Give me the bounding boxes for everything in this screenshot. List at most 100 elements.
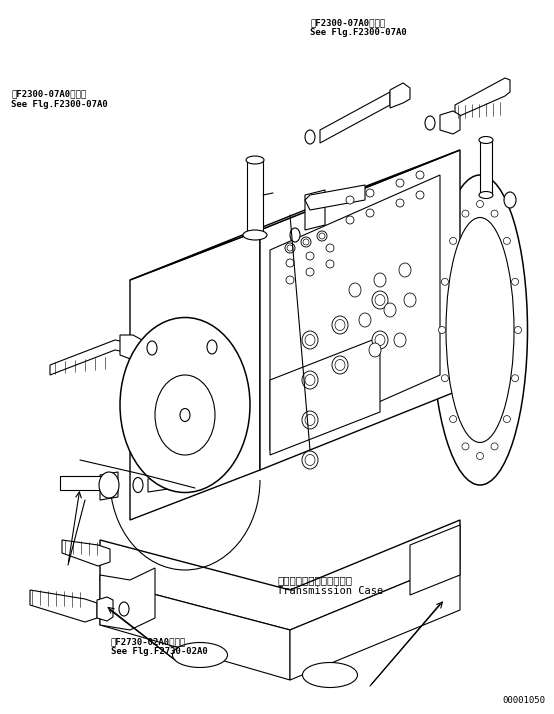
Ellipse shape xyxy=(305,130,315,144)
Polygon shape xyxy=(100,568,155,630)
Polygon shape xyxy=(290,560,460,680)
Ellipse shape xyxy=(346,196,354,204)
Ellipse shape xyxy=(439,326,445,333)
Ellipse shape xyxy=(396,179,404,187)
Polygon shape xyxy=(270,337,380,455)
Ellipse shape xyxy=(305,375,315,386)
Ellipse shape xyxy=(416,171,424,179)
Ellipse shape xyxy=(305,415,315,426)
Ellipse shape xyxy=(207,340,217,354)
Ellipse shape xyxy=(446,218,514,443)
Ellipse shape xyxy=(491,210,498,217)
Ellipse shape xyxy=(346,216,354,224)
Text: 00001050: 00001050 xyxy=(502,696,546,705)
Text: 第F2300-07A0図参照
See Flg.F2300-07A0: 第F2300-07A0図参照 See Flg.F2300-07A0 xyxy=(310,18,407,37)
Ellipse shape xyxy=(302,663,357,688)
Text: 第F2300-07A0図参照
See Flg.F2300-07A0: 第F2300-07A0図参照 See Flg.F2300-07A0 xyxy=(11,89,108,109)
Polygon shape xyxy=(260,150,460,470)
Polygon shape xyxy=(97,597,113,621)
Ellipse shape xyxy=(515,326,521,333)
Ellipse shape xyxy=(462,443,469,450)
Polygon shape xyxy=(100,472,118,500)
Polygon shape xyxy=(148,475,175,492)
Polygon shape xyxy=(30,590,97,622)
Ellipse shape xyxy=(479,136,493,144)
Ellipse shape xyxy=(359,313,371,327)
Ellipse shape xyxy=(305,334,315,346)
Polygon shape xyxy=(100,520,460,630)
Ellipse shape xyxy=(99,472,119,498)
Ellipse shape xyxy=(372,331,388,349)
Polygon shape xyxy=(305,190,325,230)
Ellipse shape xyxy=(462,210,469,217)
Ellipse shape xyxy=(319,233,325,239)
Polygon shape xyxy=(195,339,203,354)
Ellipse shape xyxy=(332,316,348,334)
Ellipse shape xyxy=(155,375,215,455)
Polygon shape xyxy=(410,525,460,595)
Ellipse shape xyxy=(302,411,318,429)
Ellipse shape xyxy=(369,343,381,357)
Ellipse shape xyxy=(504,192,516,208)
Polygon shape xyxy=(455,78,510,118)
Ellipse shape xyxy=(476,453,484,460)
Ellipse shape xyxy=(504,416,510,423)
Ellipse shape xyxy=(450,237,456,244)
Ellipse shape xyxy=(375,294,385,306)
Ellipse shape xyxy=(479,191,493,198)
Polygon shape xyxy=(160,334,195,360)
Ellipse shape xyxy=(366,189,374,197)
Polygon shape xyxy=(50,340,125,375)
Ellipse shape xyxy=(442,375,448,382)
Ellipse shape xyxy=(425,116,435,130)
Polygon shape xyxy=(440,111,460,134)
Ellipse shape xyxy=(366,209,374,217)
Ellipse shape xyxy=(335,360,345,371)
Ellipse shape xyxy=(302,371,318,389)
Ellipse shape xyxy=(290,228,300,242)
Polygon shape xyxy=(130,230,260,520)
Ellipse shape xyxy=(317,231,327,241)
Ellipse shape xyxy=(372,291,388,309)
Ellipse shape xyxy=(326,260,334,268)
Ellipse shape xyxy=(375,334,385,346)
Polygon shape xyxy=(120,335,142,360)
Polygon shape xyxy=(480,140,492,195)
Text: 第F2730-02A0図参照
See Flg.F2730-02A0: 第F2730-02A0図参照 See Flg.F2730-02A0 xyxy=(111,637,208,656)
Ellipse shape xyxy=(491,443,498,450)
Ellipse shape xyxy=(384,303,396,317)
Ellipse shape xyxy=(511,375,519,382)
Ellipse shape xyxy=(332,356,348,374)
Ellipse shape xyxy=(120,318,250,493)
Ellipse shape xyxy=(394,333,406,347)
Ellipse shape xyxy=(180,408,190,421)
Ellipse shape xyxy=(349,283,361,297)
Ellipse shape xyxy=(246,156,264,164)
Polygon shape xyxy=(305,185,365,210)
Ellipse shape xyxy=(504,237,510,244)
Ellipse shape xyxy=(335,319,345,331)
Text: トランスミッションケース
Transmission Case: トランスミッションケース Transmission Case xyxy=(277,575,383,596)
Ellipse shape xyxy=(404,293,416,307)
Ellipse shape xyxy=(442,278,448,286)
Ellipse shape xyxy=(306,252,314,260)
Ellipse shape xyxy=(374,273,386,287)
Ellipse shape xyxy=(119,602,129,616)
Ellipse shape xyxy=(433,175,527,485)
Ellipse shape xyxy=(416,191,424,199)
Ellipse shape xyxy=(243,230,267,240)
Polygon shape xyxy=(130,150,460,280)
Polygon shape xyxy=(320,92,390,143)
Ellipse shape xyxy=(172,643,228,668)
Ellipse shape xyxy=(399,263,411,277)
Ellipse shape xyxy=(133,478,143,493)
Polygon shape xyxy=(390,83,410,108)
Ellipse shape xyxy=(306,268,314,276)
Ellipse shape xyxy=(302,331,318,349)
Ellipse shape xyxy=(286,259,294,267)
Polygon shape xyxy=(62,540,110,566)
Polygon shape xyxy=(247,160,263,235)
Ellipse shape xyxy=(450,416,456,423)
Ellipse shape xyxy=(285,243,295,253)
Ellipse shape xyxy=(511,278,519,286)
